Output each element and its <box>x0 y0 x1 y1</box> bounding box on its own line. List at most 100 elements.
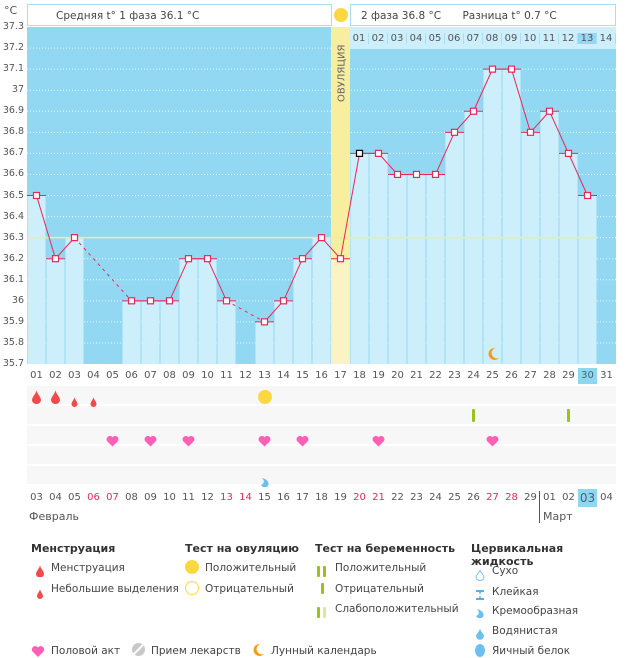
cycle-day-label[interactable]: 26 <box>505 370 518 381</box>
calendar-date-label[interactable]: 28 <box>505 492 518 503</box>
spotting-drop-icon[interactable] <box>71 392 78 411</box>
ovulation-negative-icon <box>185 581 199 595</box>
ovulation-test-positive-icon[interactable] <box>257 390 272 404</box>
calendar-date-label[interactable]: 29 <box>524 492 537 503</box>
calendar-date-label[interactable]: 10 <box>163 492 176 503</box>
cycle-day-label[interactable]: 24 <box>467 370 480 381</box>
temp-point <box>507 65 516 73</box>
calendar-date-label[interactable]: 09 <box>144 492 157 503</box>
cycle-day-label[interactable]: 17 <box>334 370 347 381</box>
cycle-day-label[interactable]: 15 <box>296 370 309 381</box>
menstruation-drop-icon[interactable] <box>50 389 61 408</box>
calendar-date-label[interactable]: 04 <box>49 492 62 503</box>
intercourse-heart-icon[interactable] <box>106 432 119 451</box>
temp-bar <box>426 174 445 364</box>
cycle-day-label[interactable]: 04 <box>87 370 100 381</box>
phase2-day-label: 10 <box>521 33 540 44</box>
cycle-day-label[interactable]: 29 <box>562 370 575 381</box>
calendar-date-label[interactable]: 27 <box>486 492 499 503</box>
spotting-drop-icon[interactable] <box>90 392 97 411</box>
phase2-header: 2 фаза 36.8 °C Разница t° 0.7 °C <box>350 4 616 26</box>
cycle-day-label[interactable]: 05 <box>106 370 119 381</box>
calendar-date-label[interactable]: 12 <box>201 492 214 503</box>
cycle-day-label[interactable]: 25 <box>486 370 499 381</box>
calendar-date-label[interactable]: 21 <box>372 492 385 503</box>
calendar-date-label[interactable]: 06 <box>87 492 100 503</box>
calendar-date-label[interactable]: 19 <box>334 492 347 503</box>
calendar-date-label[interactable]: 08 <box>125 492 138 503</box>
y-tick-label: 36.2 <box>2 252 24 264</box>
calendar-date-label[interactable]: 05 <box>68 492 81 503</box>
pill-icon <box>132 643 145 656</box>
calendar-date-label[interactable]: 22 <box>391 492 404 503</box>
calendar-date-label[interactable]: 01 <box>543 492 556 503</box>
temp-bar <box>293 258 312 364</box>
menstruation-drop-icon[interactable] <box>31 389 42 408</box>
calendar-date-label[interactable]: 20 <box>353 492 366 503</box>
calendar-date-label[interactable]: 17 <box>296 492 309 503</box>
calendar-date-label[interactable]: 16 <box>277 492 290 503</box>
lunar-moon-icon[interactable] <box>486 346 500 365</box>
temp-bar <box>217 300 236 364</box>
cycle-day-label[interactable]: 31 <box>600 370 613 381</box>
calendar-date-label[interactable]: 03 <box>578 489 597 507</box>
cycle-day-label[interactable]: 10 <box>201 370 214 381</box>
calendar-date-label[interactable]: 07 <box>106 492 119 503</box>
intercourse-heart-icon[interactable] <box>372 432 385 451</box>
creamy-fluid-icon[interactable] <box>260 474 270 493</box>
cycle-day-label[interactable]: 18 <box>353 370 366 381</box>
cycle-day-label[interactable]: 16 <box>315 370 328 381</box>
cycle-day-label[interactable]: 20 <box>391 370 404 381</box>
temp-bar <box>141 300 160 364</box>
calendar-date-label[interactable]: 23 <box>410 492 423 503</box>
cycle-day-label[interactable]: 06 <box>125 370 138 381</box>
calendar-date-label[interactable]: 14 <box>239 492 252 503</box>
calendar-date-label[interactable]: 26 <box>467 492 480 503</box>
calendar-date-label[interactable]: 04 <box>600 492 613 503</box>
calendar-date-label[interactable]: 15 <box>258 492 271 503</box>
intercourse-heart-icon[interactable] <box>486 432 499 451</box>
cycle-day-label[interactable]: 27 <box>524 370 537 381</box>
cycle-day-label[interactable]: 14 <box>277 370 290 381</box>
legend-dry: Сухо <box>492 565 519 577</box>
legend-medication: Прием лекарств <box>151 645 241 657</box>
cycle-day-label[interactable]: 28 <box>543 370 556 381</box>
cycle-day-label[interactable]: 12 <box>239 370 252 381</box>
cycle-day-label[interactable]: 23 <box>448 370 461 381</box>
temp-point <box>165 297 174 305</box>
temp-bar <box>255 321 274 364</box>
cycle-day-label[interactable]: 22 <box>429 370 442 381</box>
calendar-date-label[interactable]: 11 <box>182 492 195 503</box>
cycle-day-label[interactable]: 30 <box>578 368 597 384</box>
intercourse-heart-icon[interactable] <box>296 432 309 451</box>
cycle-day-label[interactable]: 11 <box>220 370 233 381</box>
calendar-date-label[interactable]: 13 <box>220 492 233 503</box>
intercourse-heart-icon[interactable] <box>182 432 195 451</box>
temp-point <box>488 65 497 73</box>
temp-bar <box>274 300 293 364</box>
y-tick-label: 36.6 <box>2 168 24 180</box>
cycle-day-label[interactable]: 03 <box>68 370 81 381</box>
cycle-day-label[interactable]: 02 <box>49 370 62 381</box>
intercourse-heart-icon[interactable] <box>258 432 271 451</box>
calendar-date-label[interactable]: 03 <box>30 492 43 503</box>
marker-row <box>27 446 616 464</box>
calendar-date-label[interactable]: 25 <box>448 492 461 503</box>
marker-row <box>27 406 616 424</box>
calendar-date-label[interactable]: 18 <box>315 492 328 503</box>
cycle-day-label[interactable]: 01 <box>30 370 43 381</box>
temp-bar <box>160 300 179 364</box>
pregnancy-test-negative-icon[interactable] <box>472 409 475 422</box>
cycle-day-label[interactable]: 19 <box>372 370 385 381</box>
intercourse-heart-icon[interactable] <box>144 432 157 451</box>
legend-pregnancy-weak: Слабоположительный <box>335 603 459 615</box>
calendar-date-label[interactable]: 24 <box>429 492 442 503</box>
cycle-day-label[interactable]: 21 <box>410 370 423 381</box>
cycle-day-label[interactable]: 07 <box>144 370 157 381</box>
cycle-day-label[interactable]: 09 <box>182 370 195 381</box>
pregnancy-test-negative-icon[interactable] <box>567 409 570 422</box>
cycle-day-label[interactable]: 08 <box>163 370 176 381</box>
temp-point <box>127 297 136 305</box>
cycle-day-label[interactable]: 13 <box>258 370 271 381</box>
calendar-date-label[interactable]: 02 <box>562 492 575 503</box>
